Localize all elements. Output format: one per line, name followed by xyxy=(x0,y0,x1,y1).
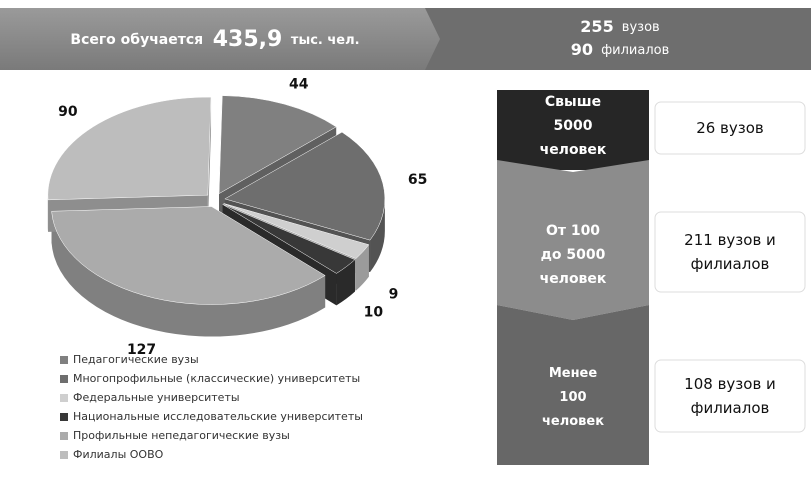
branch-unit: филиалов xyxy=(601,43,669,58)
legend-swatch xyxy=(60,375,68,383)
legend-label: Педагогические вузы xyxy=(73,353,199,366)
legend-swatch xyxy=(60,356,68,364)
value-label: 65 xyxy=(408,172,427,188)
legend-swatch xyxy=(60,451,68,459)
group-block-bottom xyxy=(497,305,649,465)
count-box xyxy=(655,360,805,432)
group-count: 26 вузов xyxy=(696,119,764,137)
legend-swatch xyxy=(60,413,68,421)
value-label: 9 xyxy=(389,286,399,302)
value-label: 44 xyxy=(289,76,309,92)
header-number: 435,9 xyxy=(213,27,283,52)
legend-label: Филиалы ООВО xyxy=(73,448,164,461)
legend-label: Многопрофильные (классические) университ… xyxy=(73,372,360,385)
header-right-2: 90 филиалов xyxy=(571,40,670,59)
value-label: 10 xyxy=(364,304,384,320)
group-block-middle xyxy=(497,160,649,320)
legend-label: Федеральные университеты xyxy=(73,391,240,404)
header-prefix: Всего обучается xyxy=(70,32,203,48)
branch-number: 90 xyxy=(571,40,593,59)
legend-label: Национальные исследовательские университ… xyxy=(73,410,363,423)
count-box xyxy=(655,212,805,292)
univ-unit: вузов xyxy=(622,20,660,35)
legend-label: Профильные непедагогические вузы xyxy=(73,429,290,442)
legend-swatch xyxy=(60,394,68,402)
univ-number: 255 xyxy=(580,17,613,36)
header-unit: тыс. чел. xyxy=(291,33,360,48)
value-label: 90 xyxy=(58,104,78,120)
legend-swatch xyxy=(60,432,68,440)
